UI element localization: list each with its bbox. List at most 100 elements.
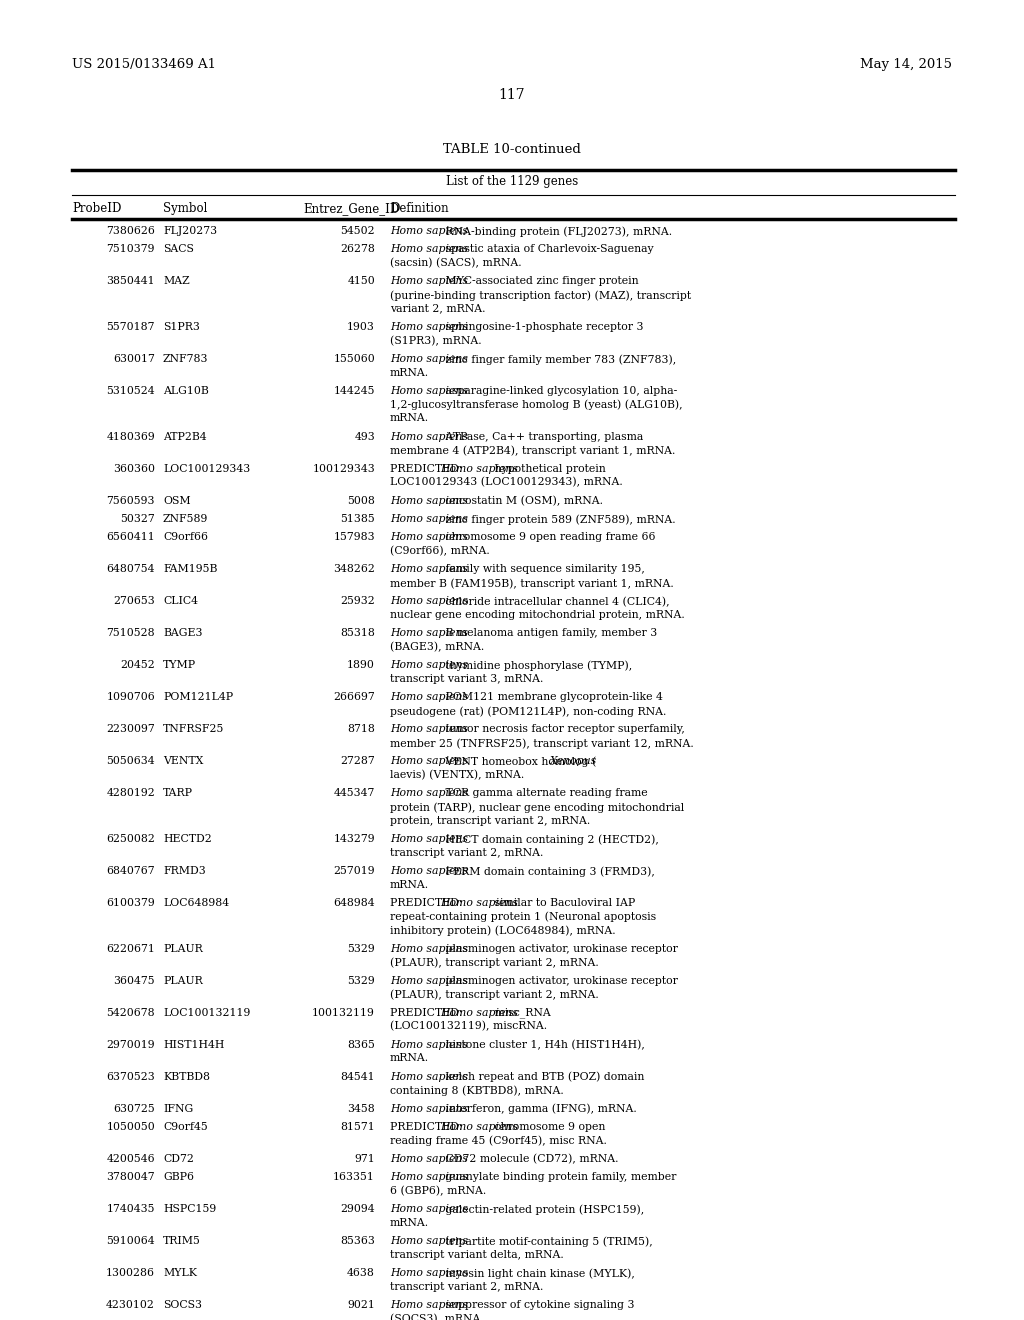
- Text: misc_RNA: misc_RNA: [492, 1007, 551, 1018]
- Text: LOC100129343 (LOC100129343), mRNA.: LOC100129343 (LOC100129343), mRNA.: [390, 477, 623, 487]
- Text: Homo sapiens: Homo sapiens: [390, 1204, 468, 1214]
- Text: 7510379: 7510379: [106, 244, 155, 255]
- Text: Homo sapiens: Homo sapiens: [390, 1154, 468, 1164]
- Text: mRNA.: mRNA.: [390, 879, 429, 890]
- Text: Homo sapiens: Homo sapiens: [390, 322, 468, 333]
- Text: 144245: 144245: [334, 385, 375, 396]
- Text: 630725: 630725: [114, 1104, 155, 1114]
- Text: 6220671: 6220671: [106, 944, 155, 953]
- Text: 1,2-glucosyltransferase homolog B (yeast) (ALG10B),: 1,2-glucosyltransferase homolog B (yeast…: [390, 400, 683, 411]
- Text: 54502: 54502: [340, 226, 375, 236]
- Text: SACS: SACS: [163, 244, 194, 255]
- Text: CD72: CD72: [163, 1154, 194, 1164]
- Text: 348262: 348262: [333, 565, 375, 574]
- Text: galectin-related protein (HSPC159),: galectin-related protein (HSPC159),: [441, 1204, 644, 1216]
- Text: Homo sapiens: Homo sapiens: [390, 1269, 468, 1279]
- Text: S1PR3: S1PR3: [163, 322, 200, 333]
- Text: MYLK: MYLK: [163, 1269, 197, 1279]
- Text: repeat-containing protein 1 (Neuronal apoptosis: repeat-containing protein 1 (Neuronal ap…: [390, 912, 656, 923]
- Text: (S1PR3), mRNA.: (S1PR3), mRNA.: [390, 335, 481, 346]
- Text: protein, transcript variant 2, mRNA.: protein, transcript variant 2, mRNA.: [390, 816, 590, 825]
- Text: Homo sapiens: Homo sapiens: [390, 975, 468, 986]
- Text: 4280192: 4280192: [106, 788, 155, 799]
- Text: Homo sapiens: Homo sapiens: [390, 597, 468, 606]
- Text: CLIC4: CLIC4: [163, 597, 198, 606]
- Text: 2970019: 2970019: [106, 1040, 155, 1049]
- Text: 5420678: 5420678: [106, 1007, 155, 1018]
- Text: spastic ataxia of Charlevoix-Saguenay: spastic ataxia of Charlevoix-Saguenay: [441, 244, 653, 255]
- Text: family with sequence similarity 195,: family with sequence similarity 195,: [441, 565, 644, 574]
- Text: Homo sapiens: Homo sapiens: [390, 226, 468, 236]
- Text: 445347: 445347: [334, 788, 375, 799]
- Text: transcript variant 2, mRNA.: transcript variant 2, mRNA.: [390, 1282, 544, 1292]
- Text: MAZ: MAZ: [163, 276, 189, 286]
- Text: Homo sapiens: Homo sapiens: [390, 628, 468, 639]
- Text: oncostatin M (OSM), mRNA.: oncostatin M (OSM), mRNA.: [441, 495, 602, 506]
- Text: ZNF783: ZNF783: [163, 354, 209, 364]
- Text: MYC-associated zinc finger protein: MYC-associated zinc finger protein: [441, 276, 638, 286]
- Text: 6370523: 6370523: [106, 1072, 155, 1081]
- Text: zinc finger protein 589 (ZNF589), mRNA.: zinc finger protein 589 (ZNF589), mRNA.: [441, 513, 675, 524]
- Text: 648984: 648984: [334, 898, 375, 908]
- Text: 5329: 5329: [347, 975, 375, 986]
- Text: Homo sapiens: Homo sapiens: [390, 1300, 468, 1311]
- Text: (sacsin) (SACS), mRNA.: (sacsin) (SACS), mRNA.: [390, 257, 521, 268]
- Text: Homo sapiens: Homo sapiens: [390, 725, 468, 734]
- Text: plasminogen activator, urokinase receptor: plasminogen activator, urokinase recepto…: [441, 975, 678, 986]
- Text: LOC100129343: LOC100129343: [163, 463, 250, 474]
- Text: thymidine phosphorylase (TYMP),: thymidine phosphorylase (TYMP),: [441, 660, 632, 671]
- Text: Homo sapiens: Homo sapiens: [439, 898, 518, 908]
- Text: 29094: 29094: [340, 1204, 375, 1214]
- Text: Homo sapiens: Homo sapiens: [390, 495, 468, 506]
- Text: PLAUR: PLAUR: [163, 944, 203, 953]
- Text: OSM: OSM: [163, 495, 190, 506]
- Text: (LOC100132119), miscRNA.: (LOC100132119), miscRNA.: [390, 1020, 547, 1031]
- Text: 6100379: 6100379: [106, 898, 155, 908]
- Text: reading frame 45 (C9orf45), misc RNA.: reading frame 45 (C9orf45), misc RNA.: [390, 1135, 607, 1146]
- Text: 85363: 85363: [340, 1237, 375, 1246]
- Text: similar to Baculoviral IAP: similar to Baculoviral IAP: [492, 898, 636, 908]
- Text: Homo sapiens: Homo sapiens: [390, 693, 468, 702]
- Text: 163351: 163351: [333, 1172, 375, 1183]
- Text: 266697: 266697: [333, 693, 375, 702]
- Text: Homo sapiens: Homo sapiens: [390, 532, 468, 543]
- Text: PREDICTED:: PREDICTED:: [390, 1122, 466, 1133]
- Text: POM121L4P: POM121L4P: [163, 693, 233, 702]
- Text: 5329: 5329: [347, 944, 375, 953]
- Text: GBP6: GBP6: [163, 1172, 194, 1183]
- Text: 5910064: 5910064: [106, 1237, 155, 1246]
- Text: VENTX: VENTX: [163, 756, 204, 767]
- Text: 7380626: 7380626: [106, 226, 155, 236]
- Text: 155060: 155060: [333, 354, 375, 364]
- Text: 3458: 3458: [347, 1104, 375, 1114]
- Text: Homo sapiens: Homo sapiens: [390, 944, 468, 953]
- Text: 4230102: 4230102: [106, 1300, 155, 1311]
- Text: 4638: 4638: [347, 1269, 375, 1279]
- Text: BAGE3: BAGE3: [163, 628, 203, 639]
- Text: 100129343: 100129343: [312, 463, 375, 474]
- Text: Homo sapiens: Homo sapiens: [390, 834, 468, 843]
- Text: asparagine-linked glycosylation 10, alpha-: asparagine-linked glycosylation 10, alph…: [441, 385, 677, 396]
- Text: (purine-binding transcription factor) (MAZ), transcript: (purine-binding transcription factor) (M…: [390, 290, 691, 301]
- Text: plasminogen activator, urokinase receptor: plasminogen activator, urokinase recepto…: [441, 944, 678, 953]
- Text: HECTD2: HECTD2: [163, 834, 212, 843]
- Text: TYMP: TYMP: [163, 660, 197, 671]
- Text: mRNA.: mRNA.: [390, 1053, 429, 1063]
- Text: 1740435: 1740435: [106, 1204, 155, 1214]
- Text: Homo sapiens: Homo sapiens: [390, 1172, 468, 1183]
- Text: Entrez_Gene_ID: Entrez_Gene_ID: [303, 202, 399, 215]
- Text: TCR gamma alternate reading frame: TCR gamma alternate reading frame: [441, 788, 647, 799]
- Text: LOC100132119: LOC100132119: [163, 1007, 251, 1018]
- Text: FERM domain containing 3 (FRMD3),: FERM domain containing 3 (FRMD3),: [441, 866, 654, 876]
- Text: HSPC159: HSPC159: [163, 1204, 216, 1214]
- Text: POM121 membrane glycoprotein-like 4: POM121 membrane glycoprotein-like 4: [441, 693, 663, 702]
- Text: B melanoma antigen family, member 3: B melanoma antigen family, member 3: [441, 628, 656, 639]
- Text: chloride intracellular channel 4 (CLIC4),: chloride intracellular channel 4 (CLIC4)…: [441, 597, 670, 607]
- Text: Homo sapiens: Homo sapiens: [390, 756, 468, 767]
- Text: variant 2, mRNA.: variant 2, mRNA.: [390, 304, 485, 314]
- Text: ALG10B: ALG10B: [163, 385, 209, 396]
- Text: TRIM5: TRIM5: [163, 1237, 201, 1246]
- Text: C9orf45: C9orf45: [163, 1122, 208, 1133]
- Text: 5008: 5008: [347, 495, 375, 506]
- Text: 1090706: 1090706: [106, 693, 155, 702]
